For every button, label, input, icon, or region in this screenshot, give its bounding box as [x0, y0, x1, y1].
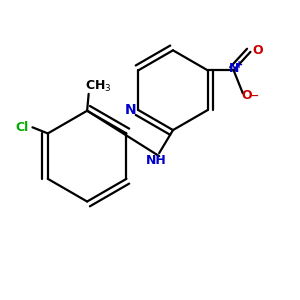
Text: N: N	[228, 62, 239, 75]
Text: CH$_3$: CH$_3$	[85, 79, 112, 94]
Text: N: N	[125, 103, 136, 117]
Text: O: O	[252, 44, 262, 57]
Text: Cl: Cl	[15, 121, 28, 134]
Text: +: +	[235, 60, 243, 70]
Text: O: O	[241, 89, 252, 102]
Text: −: −	[250, 91, 259, 101]
Text: NH: NH	[146, 154, 166, 167]
